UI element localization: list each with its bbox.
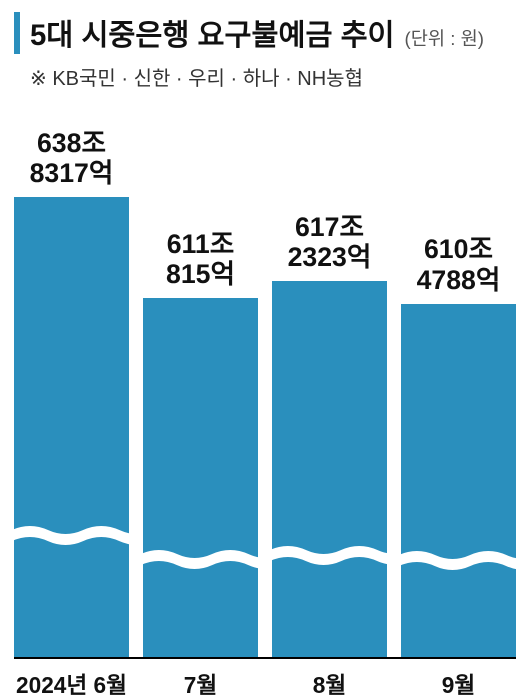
bar-column: 617조 2323억 [272, 96, 387, 657]
bar-value-label: 617조 2323억 [288, 212, 372, 273]
x-axis-tick: 2024년 6월 [14, 659, 129, 697]
x-axis-tick: 8월 [272, 659, 387, 697]
bar-column: 638조 8317억 [14, 96, 129, 657]
chart-title-row: 5대 시중은행 요구불예금 추이 (단위 : 원) [14, 12, 516, 54]
chart-unit: (단위 : 원) [405, 24, 484, 51]
axis-break-wave [141, 549, 260, 571]
bar [272, 281, 387, 657]
x-axis-tick: 9월 [401, 659, 516, 697]
axis-break-wave [270, 545, 389, 567]
bar-value-label: 611조 815억 [166, 229, 235, 290]
x-axis-tick: 7월 [143, 659, 258, 697]
bar [401, 304, 516, 657]
chart-title: 5대 시중은행 요구불예금 추이 [30, 12, 395, 54]
bar [14, 197, 129, 657]
bar-column: 610조 4788억 [401, 96, 516, 657]
chart-container: 5대 시중은행 요구불예금 추이 (단위 : 원) ※ KB국민 · 신한 · … [0, 0, 530, 697]
bar-value-label: 638조 8317억 [30, 128, 114, 189]
chart-x-axis: 2024년 6월 7월 8월 9월 [14, 657, 516, 697]
axis-break-wave [399, 550, 518, 572]
bar-column: 611조 815억 [143, 96, 258, 657]
chart-bars: 638조 8317억 611조 815억 617조 2323억 610조 478… [14, 96, 516, 657]
bar [143, 298, 258, 657]
chart-plot-area: 638조 8317억 611조 815억 617조 2323억 610조 478… [14, 96, 516, 657]
bar-value-label: 610조 4788억 [417, 234, 501, 295]
chart-subtitle: ※ KB국민 · 신한 · 우리 · 하나 · NH농협 [14, 62, 516, 91]
axis-break-wave [12, 525, 131, 547]
